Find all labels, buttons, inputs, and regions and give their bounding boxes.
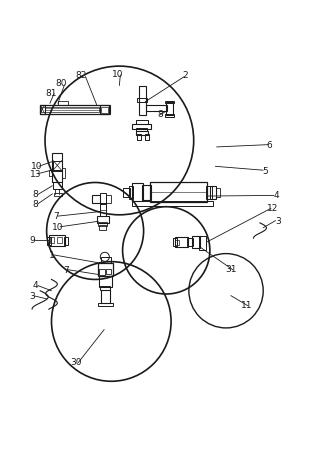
Bar (52, 154, 62, 182)
Bar (98, 303, 112, 306)
Bar (62, 168, 66, 178)
Bar (106, 195, 111, 202)
Bar (206, 186, 212, 198)
Text: 1: 1 (49, 251, 54, 260)
Bar (98, 263, 112, 276)
Bar (57, 238, 62, 243)
Bar (175, 238, 187, 247)
Text: 30: 30 (71, 358, 82, 367)
Text: 4: 4 (33, 282, 38, 291)
Bar (53, 160, 62, 170)
Text: 3: 3 (275, 217, 281, 226)
Text: 5: 5 (262, 167, 268, 176)
Bar (92, 195, 100, 203)
Text: 6: 6 (267, 141, 273, 150)
Bar (50, 238, 54, 243)
Bar (132, 184, 143, 201)
Bar (173, 238, 177, 246)
Bar (100, 203, 106, 216)
Bar (41, 106, 99, 112)
Text: 10: 10 (112, 70, 124, 79)
Bar (100, 286, 110, 291)
Bar (199, 236, 206, 251)
Bar (136, 131, 148, 135)
Bar (54, 193, 62, 196)
Bar (132, 201, 213, 206)
Text: 8: 8 (157, 110, 163, 119)
Bar (97, 216, 109, 223)
Bar (165, 114, 174, 117)
Bar (106, 269, 111, 273)
Text: 82: 82 (75, 71, 86, 80)
Bar (132, 123, 151, 128)
Bar (136, 120, 148, 123)
Bar (142, 185, 151, 200)
Bar (39, 105, 45, 114)
Text: 8: 8 (33, 200, 38, 209)
Bar (39, 105, 109, 114)
Text: 7: 7 (53, 212, 59, 221)
Text: 9: 9 (29, 236, 35, 245)
Bar (123, 188, 130, 198)
Bar (49, 170, 52, 176)
Bar (99, 225, 106, 230)
Bar (53, 182, 62, 189)
Bar (166, 102, 173, 115)
Text: 4: 4 (273, 191, 279, 200)
Bar (100, 193, 106, 204)
Bar (137, 128, 147, 132)
Text: 8: 8 (33, 190, 38, 199)
Bar (101, 107, 108, 113)
Bar (64, 238, 68, 245)
Bar (99, 276, 112, 286)
Bar (49, 235, 65, 247)
Text: 12: 12 (267, 204, 279, 213)
Bar (145, 134, 149, 140)
Text: 81: 81 (46, 89, 57, 98)
Bar (101, 291, 110, 304)
Text: 80: 80 (55, 79, 67, 88)
Text: 10: 10 (52, 223, 64, 232)
Text: 7: 7 (63, 266, 69, 275)
Bar (98, 222, 107, 226)
Bar (137, 98, 147, 101)
Bar (150, 182, 207, 202)
Bar (146, 105, 167, 111)
Bar (210, 186, 216, 199)
Bar (99, 269, 105, 275)
Bar (139, 85, 146, 114)
Bar (216, 188, 220, 198)
Text: 2: 2 (183, 71, 188, 80)
Text: 11: 11 (241, 301, 253, 310)
Bar (101, 257, 111, 263)
Bar (137, 134, 141, 140)
Bar (129, 186, 133, 198)
Text: 13: 13 (30, 170, 41, 179)
Text: 3: 3 (29, 292, 35, 301)
Text: 31: 31 (225, 265, 237, 274)
Bar (192, 237, 200, 248)
Bar (47, 238, 51, 245)
Bar (165, 101, 174, 103)
Bar (100, 105, 110, 114)
Bar (58, 101, 68, 105)
Text: 10: 10 (31, 163, 42, 172)
Bar (175, 240, 179, 245)
Bar (52, 171, 62, 182)
Bar (187, 238, 193, 247)
